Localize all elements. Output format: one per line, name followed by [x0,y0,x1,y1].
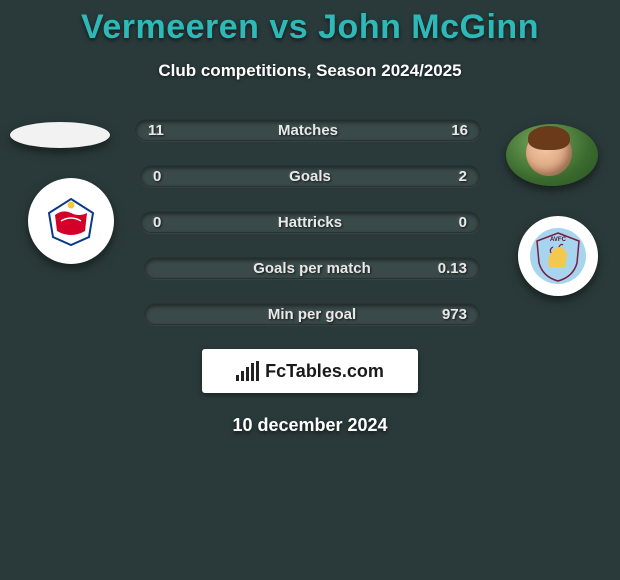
brand-bar [256,361,259,381]
stat-right-value: 2 [427,168,467,185]
stat-row: Min per goal 973 [144,303,480,325]
brand-bar [236,375,239,381]
date-text: 10 december 2024 [0,415,620,436]
rb-leipzig-icon [41,191,101,251]
brand-bar [251,363,254,381]
player-right-avatar [506,124,598,186]
stat-right-value: 0 [427,214,467,231]
subtitle: Club competitions, Season 2024/2025 [0,61,620,81]
page-title: Vermeeren vs John McGinn [0,8,620,47]
brand-bars-icon [236,361,259,381]
brand-text: FcTables.com [265,361,384,382]
stat-row: Goals per match 0.13 [144,257,480,279]
stat-right-value: 973 [427,306,467,323]
stat-left-value: 0 [153,168,193,185]
stat-right-value: 16 [428,122,468,139]
stat-right-value: 0.13 [427,260,467,277]
stat-left-value: 0 [153,214,193,231]
stat-left-value: 11 [148,122,188,139]
stat-label: Min per goal [268,306,356,323]
brand-badge: FcTables.com [202,349,418,393]
brand-bar [246,367,249,381]
stat-row: 0 Hattricks 0 [140,211,480,233]
club-right-badge: AVFC [518,216,598,296]
aston-villa-icon: AVFC [529,227,587,285]
club-left-badge [28,178,114,264]
stat-label: Matches [278,122,338,139]
stat-label: Goals per match [253,260,371,277]
stat-label: Hattricks [278,214,342,231]
svg-text:AVFC: AVFC [550,237,567,243]
stat-row: 11 Matches 16 [135,119,481,141]
brand-bar [241,371,244,381]
stat-label: Goals [289,168,331,185]
player-left-avatar [10,122,110,148]
stat-row: 0 Goals 2 [140,165,480,187]
